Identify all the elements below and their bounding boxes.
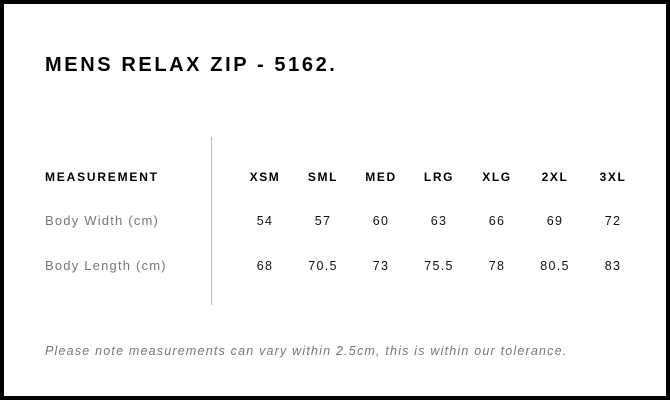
table-cell: 66 — [488, 214, 506, 228]
size-header-lrg: LRG — [423, 170, 455, 184]
table-cell: 83 — [604, 259, 622, 273]
table-cell: 75.5 — [424, 259, 454, 273]
size-header-xsm: XSM — [249, 170, 281, 184]
page-title: MENS RELAX ZIP - 5162. — [45, 54, 338, 76]
row-label: Body Width (cm) — [45, 213, 160, 228]
table-cell: 60 — [372, 214, 390, 228]
column-divider — [211, 137, 212, 305]
size-header-xlg: XLG — [482, 170, 512, 184]
table-cell: 73 — [372, 259, 390, 273]
table-cell: 72 — [604, 214, 622, 228]
table-cell: 57 — [314, 214, 332, 228]
table-cell: 78 — [488, 259, 506, 273]
tolerance-note: Please note measurements can vary within… — [45, 344, 568, 358]
table-cell: 80.5 — [540, 259, 570, 273]
size-header-3xl: 3XL — [599, 170, 627, 184]
table-cell: 63 — [430, 214, 448, 228]
row-label: Body Length (cm) — [45, 258, 167, 273]
table-cell: 68 — [256, 259, 274, 273]
size-header-2xl: 2XL — [541, 170, 569, 184]
size-header-sml: SML — [307, 170, 339, 184]
table-cell: 70.5 — [308, 259, 338, 273]
table-cell: 69 — [546, 214, 564, 228]
size-header-med: MED — [365, 170, 397, 184]
measurement-header: MEASUREMENT — [45, 170, 159, 184]
table-cell: 54 — [256, 214, 274, 228]
